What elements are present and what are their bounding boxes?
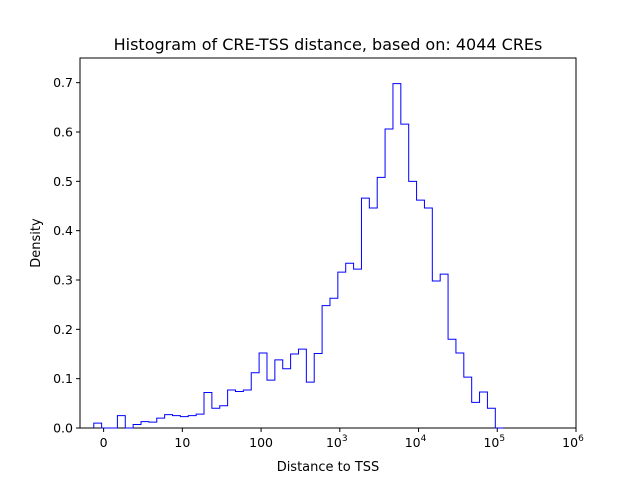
x-tick-label: 10 — [174, 435, 190, 450]
chart-title: Histogram of CRE-TSS distance, based on:… — [114, 35, 543, 54]
x-tick-label: 103 — [326, 434, 348, 450]
x-axis-ticks: 0 10 100 103 104 105 106 — [100, 428, 584, 450]
y-tick-label: 0.2 — [53, 322, 73, 337]
y-tick-label: 0.3 — [53, 273, 73, 288]
histogram-outline — [93, 83, 504, 429]
x-tick-label: 104 — [405, 434, 427, 450]
x-tick-label: 106 — [562, 434, 584, 450]
y-tick-label: 0.4 — [53, 223, 73, 238]
x-tick-label: 100 — [249, 435, 273, 450]
y-tick-label: 0.7 — [53, 75, 73, 90]
y-tick-label: 0.1 — [53, 371, 73, 386]
x-axis-label: Distance to TSS — [277, 460, 380, 475]
y-tick-label: 0.5 — [53, 174, 73, 189]
histogram-bars — [93, 83, 504, 429]
plot-area-frame — [79, 57, 577, 429]
y-axis-ticks: 0.0 0.1 0.2 0.3 0.4 0.5 0.6 0.7 — [53, 75, 80, 436]
y-tick-label: 0.6 — [53, 125, 73, 140]
x-tick-label: 105 — [483, 434, 505, 450]
x-tick-label: 0 — [100, 435, 108, 450]
y-axis-label: Density — [29, 218, 44, 268]
y-tick-label: 0.0 — [53, 421, 73, 436]
